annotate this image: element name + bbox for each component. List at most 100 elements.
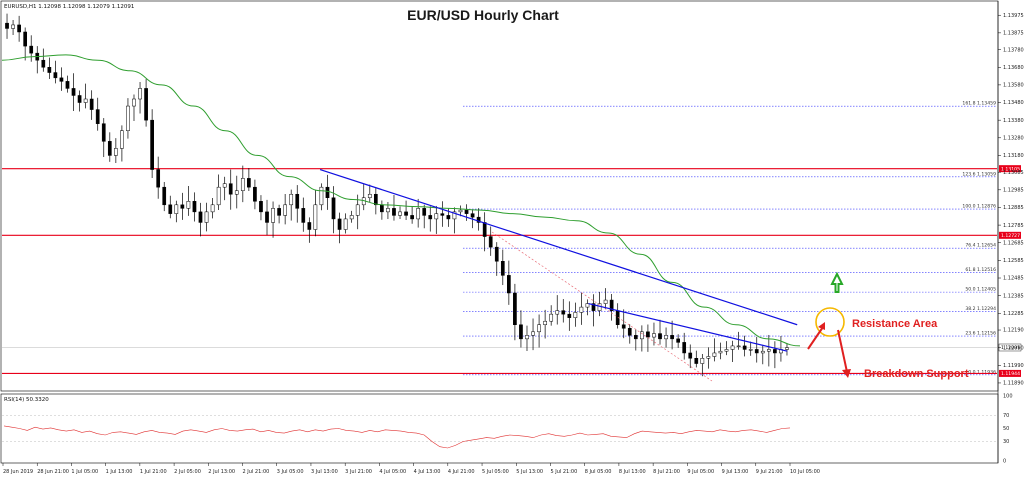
minor-bearish-trend-line: [588, 302, 788, 352]
bull-candle: [114, 148, 118, 156]
bull-candle: [313, 204, 318, 230]
bear-candle: [646, 331, 650, 338]
price-tick-label: 1.13875: [1003, 31, 1024, 37]
price-tick-label: 1.12385: [1003, 293, 1024, 299]
price-tick-label: 1.12485: [1003, 276, 1024, 282]
bull-candle: [531, 331, 535, 336]
bull-candle: [240, 178, 245, 191]
time-tick-label: 4 Jul 05:00: [379, 469, 406, 475]
bear-candle: [53, 72, 58, 79]
bull-candle: [748, 349, 753, 351]
price-tick-label: 1.13975: [1003, 13, 1024, 19]
price-tick-label: 1.13380: [1003, 118, 1024, 124]
bear-candle: [754, 349, 759, 354]
bear-candle: [464, 209, 469, 214]
bull-candle: [664, 335, 668, 340]
resistance-area-label: Resistance Area: [852, 318, 938, 330]
bull-candle: [579, 306, 584, 313]
fibonacci-levels: 161.8 1.13459 123.6 1.13059 100.0 1.12876 7…: [463, 101, 997, 375]
bear-candle: [41, 59, 46, 68]
bear-candle: [59, 77, 64, 82]
bear-candle: [627, 328, 632, 336]
bull-candle: [367, 193, 372, 199]
bear-candle: [561, 310, 566, 315]
bull-candle: [458, 209, 463, 213]
bear-candle: [29, 45, 34, 54]
bull-candle: [126, 105, 130, 131]
bear-candle: [500, 261, 505, 276]
bull-candle: [210, 204, 215, 213]
bear-candle: [519, 324, 523, 340]
time-tick-label: 1 Jul 21:00: [140, 469, 167, 475]
fib-level-label: 123.6 1.13059: [962, 171, 996, 177]
bull-candle: [355, 204, 360, 216]
bear-candle: [676, 338, 680, 343]
bull-candle: [730, 345, 735, 350]
time-tick-label: 4 Jul 21:00: [448, 469, 475, 475]
trend-lines: [319, 168, 798, 352]
bear-candle: [422, 208, 427, 216]
fib-level-label: 100.0 1.12876: [962, 204, 996, 210]
bear-candle: [17, 24, 21, 33]
fib-level-label: 61.8 1.12516: [965, 267, 996, 273]
bear-candle: [65, 81, 70, 89]
price-axis-labels: 1.13975 1.13875 1.13780 1.13680 1.13580 1.134…: [998, 13, 1024, 387]
bear-candle: [494, 246, 499, 262]
bull-candle: [174, 204, 179, 214]
time-tick-label: 28 Jun 21:00: [37, 469, 69, 475]
bear-candle: [410, 215, 414, 220]
bear-candle: [156, 169, 161, 188]
main-plot-area: [0, 0, 999, 392]
bull-candle: [452, 211, 457, 220]
bear-candle: [253, 186, 257, 202]
bull-candle: [120, 130, 124, 149]
bear-candle: [742, 345, 747, 350]
bear-candle: [150, 119, 154, 170]
fib-level-label: 23.6 1.12156: [965, 331, 996, 337]
rsi-plot-area: [0, 393, 999, 464]
red-rebound-arrow-head: [818, 322, 825, 330]
bear-candle: [670, 335, 674, 340]
time-tick-label: 2 Jul 21:00: [243, 469, 270, 475]
bull-candle: [234, 190, 239, 195]
bull-candle: [349, 215, 354, 220]
bear-candle: [513, 292, 517, 325]
fib-level-label: 76.4 1.12654: [965, 243, 996, 249]
time-tick-label: 2 Jul 13:00: [208, 469, 235, 475]
resistance-circle: [815, 307, 845, 337]
bull-candle: [434, 213, 439, 220]
major-bearish-trend-line: [319, 168, 798, 326]
fib-level-label: 38.2 1.12294: [965, 306, 996, 312]
price-tick-label: 1.13680: [1003, 65, 1024, 71]
bear-candle: [301, 208, 306, 223]
bull-candle: [573, 312, 578, 318]
bear-candle: [259, 201, 263, 213]
bear-candle: [198, 211, 203, 223]
rsi-line: [3, 425, 791, 449]
rsi-tick-label: 0: [1003, 459, 1006, 465]
bear-candle: [440, 213, 445, 216]
bear-candle: [95, 109, 100, 124]
level-price-badge: [999, 231, 1021, 239]
bull-candle: [640, 331, 644, 340]
price-tick-label: 1.13580: [1003, 83, 1024, 89]
bull-candle: [766, 349, 771, 352]
bear-candle: [247, 178, 251, 188]
bull-candle: [525, 335, 529, 340]
bull-candle: [204, 211, 209, 223]
bull-candle: [271, 208, 275, 223]
bear-candle: [325, 186, 330, 199]
bull-candle: [700, 358, 705, 364]
price-tick-label: 1.12585: [1003, 258, 1024, 264]
bull-candle: [138, 88, 142, 100]
bear-candle: [470, 213, 475, 218]
bear-candle: [277, 208, 281, 216]
bear-candle: [5, 22, 9, 29]
rsi-tick-label: 70: [1003, 413, 1009, 419]
price-tick-label: 1.13480: [1003, 100, 1024, 106]
time-tick-label: 5 Jul 21:00: [550, 469, 577, 475]
level-price-badge-label: 1.12091: [1001, 345, 1020, 351]
time-tick-label: 9 Jul 05:00: [687, 469, 714, 475]
up-arrow-icon: [830, 271, 844, 293]
bear-candle: [89, 98, 94, 110]
